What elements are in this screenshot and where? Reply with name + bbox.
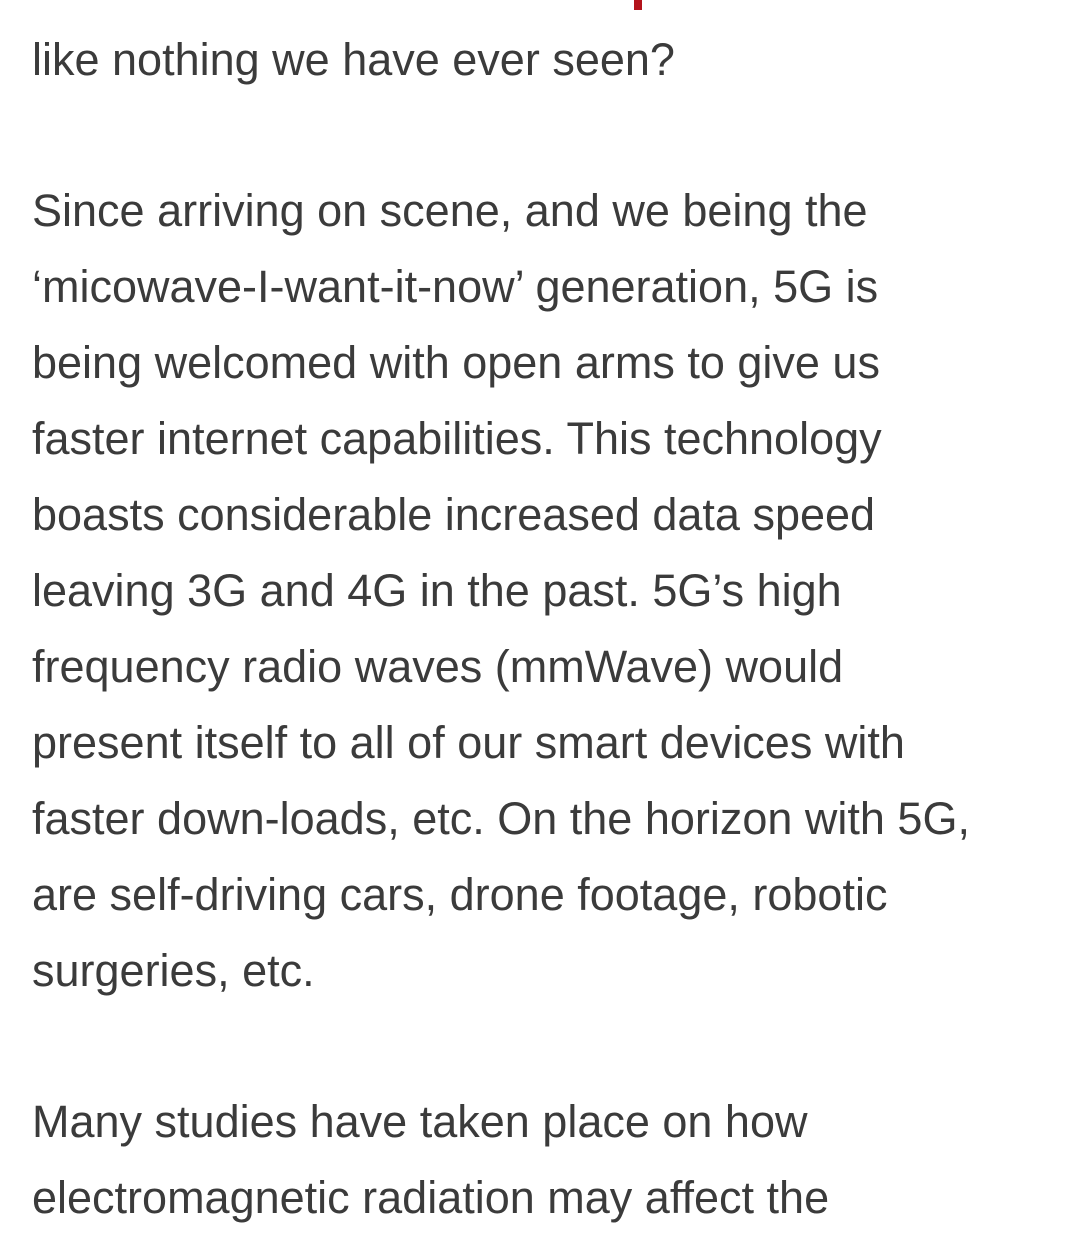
paragraph-2-line-4: faster internet capabilities. This techn… — [32, 413, 882, 464]
paragraph-2-line-1: Since arriving on scene, and we being th… — [32, 185, 868, 236]
paragraph-3-line-2: electromagnetic radiation may affect the — [32, 1172, 830, 1223]
paragraph-2-line-8: present itself to all of our smart devic… — [32, 717, 905, 768]
paragraph-2-line-11: surgeries, etc. — [32, 945, 315, 996]
paragraph-2-line-3: being welcomed with open arms to give us — [32, 337, 880, 388]
paragraph-2-line-9: faster down-loads, etc. On the horizon w… — [32, 793, 970, 844]
paragraph-2-line-6: leaving 3G and 4G in the past. 5G’s high — [32, 565, 842, 616]
paragraph-2-line-2: ‘micowave-I-want-it-now’ generation, 5G … — [32, 261, 879, 312]
paragraph-2-line-5: boasts considerable increased data speed — [32, 489, 876, 540]
paragraph-2-line-7: frequency radio waves (mmWave) would — [32, 641, 844, 692]
paragraph-2-line-10: are self-driving cars, drone footage, ro… — [32, 869, 888, 920]
heading-cutoff-accent — [634, 0, 642, 10]
paragraph-1-line-1: like nothing we have ever seen? — [32, 34, 675, 85]
paragraph-3-line-1: Many studies have taken place on how — [32, 1096, 808, 1147]
